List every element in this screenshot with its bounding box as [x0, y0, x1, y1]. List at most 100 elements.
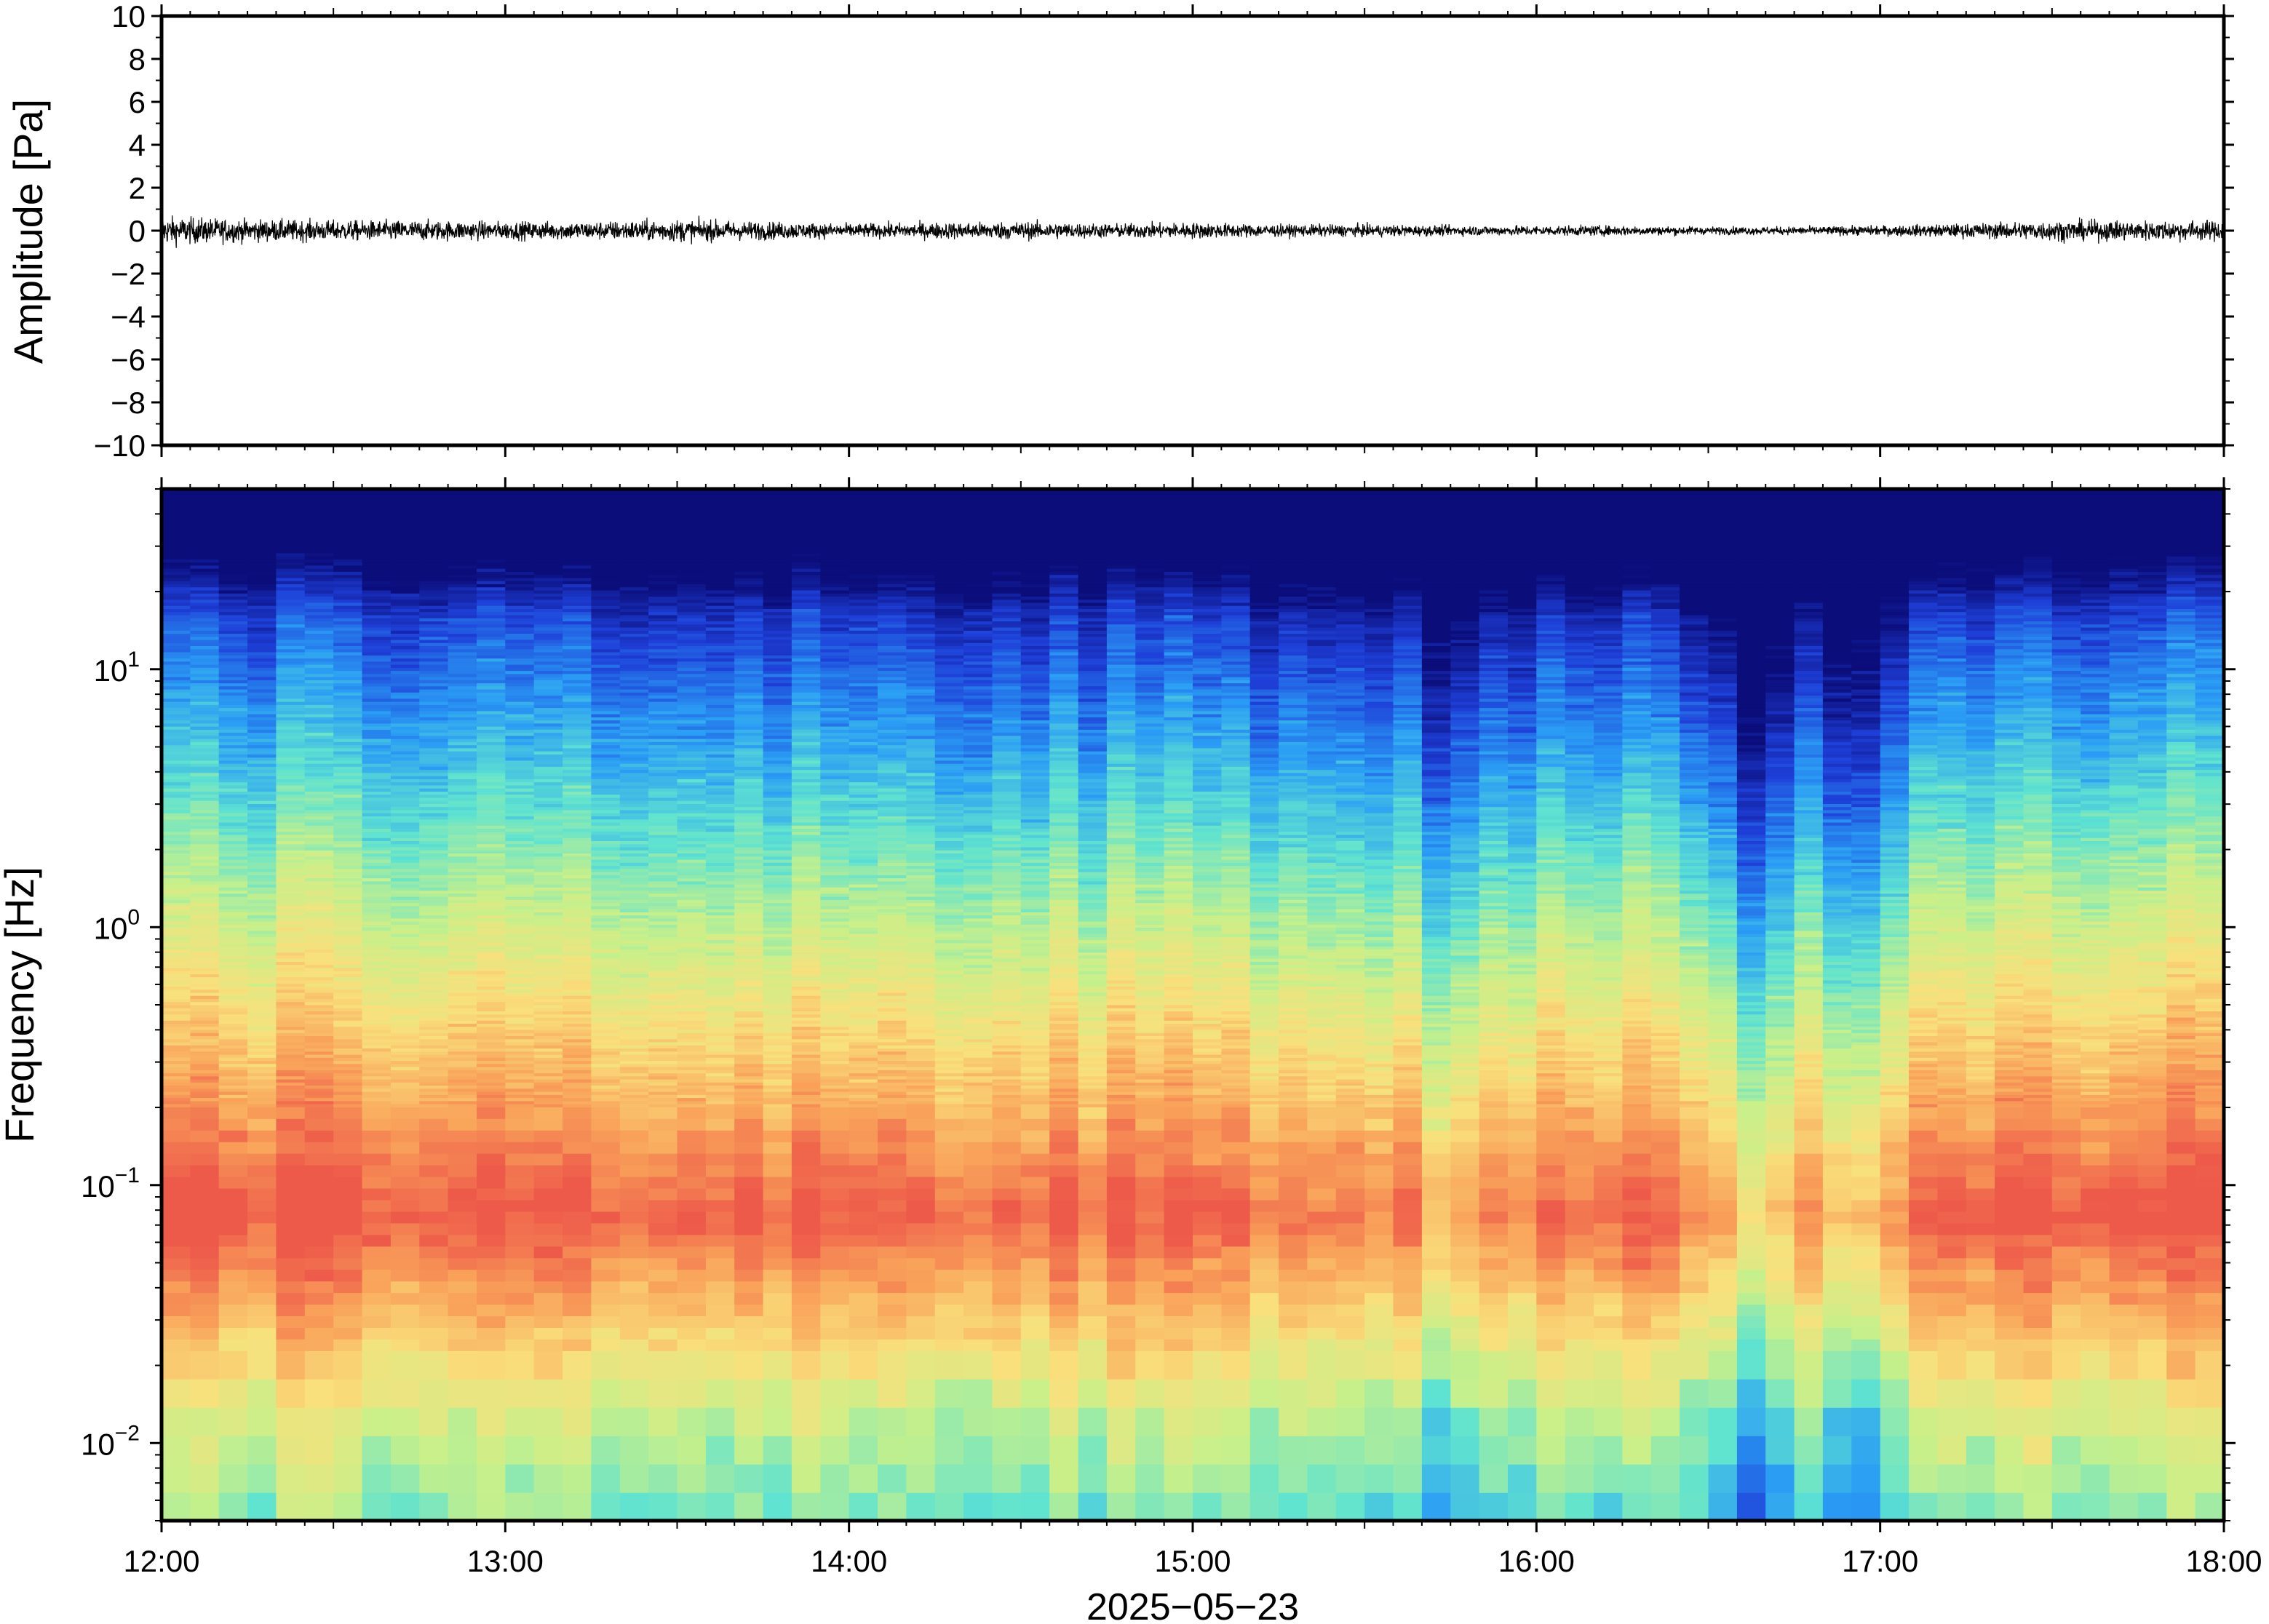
- spectrogram-cell: [190, 1257, 220, 1270]
- spectrogram-cell: [190, 982, 220, 987]
- spectrogram-cell: [505, 1379, 535, 1408]
- spectrogram-cell: [419, 1141, 449, 1154]
- spectrogram-cell: [419, 1118, 449, 1131]
- spectrogram-cell: [648, 1211, 678, 1224]
- spectrogram-cell: [563, 1222, 592, 1235]
- spectrogram-cell: [162, 902, 191, 907]
- spectrogram-cell: [734, 1211, 764, 1224]
- spectrogram-cell: [162, 589, 191, 594]
- spectrogram-cell: [505, 1246, 535, 1259]
- spectrogram-cell: [162, 979, 191, 984]
- spectrogram-cell: [648, 1246, 678, 1259]
- spectrogram-cell: [505, 1153, 535, 1166]
- waveform-y-axis-label: Amplitude [Pa]: [5, 99, 51, 364]
- spectrogram-cell: [677, 1436, 707, 1465]
- spectrogram-cell: [190, 902, 220, 907]
- spectrogram-cell: [190, 1407, 220, 1436]
- spectrogram-cell: [705, 1164, 736, 1177]
- spectrogram-cell: [190, 784, 220, 789]
- spectrogram-cell: [162, 912, 191, 916]
- spectrogram-cell: [619, 1129, 649, 1142]
- spectrogram-cell: [190, 1038, 220, 1043]
- spectrogram-cell: [218, 1199, 248, 1212]
- spectrogram-cell: [333, 1281, 363, 1294]
- spectrogram-cell: [218, 1141, 248, 1154]
- spectrogram-cell: [190, 970, 220, 974]
- spectrogram-cell: [390, 1436, 421, 1465]
- spectrogram-cell: [648, 1339, 678, 1351]
- spectrogram-cell: [162, 998, 191, 1003]
- spectrogram-cell: [190, 1044, 220, 1048]
- spectrogram-cell: [190, 1327, 220, 1340]
- spectrogram-cell: [362, 1141, 392, 1154]
- spectrogram-cell: [505, 1339, 535, 1351]
- spectrogram-cell: [190, 1057, 220, 1062]
- spectrogram-cell: [190, 769, 220, 773]
- spectrogram-cell: [448, 1327, 477, 1340]
- spectrogram-cell: [247, 1187, 277, 1201]
- spectrogram-cell: [533, 1327, 563, 1340]
- spectrogram-cell: [763, 1315, 792, 1328]
- spectrogram-cell: [162, 1246, 191, 1259]
- spectrogram-cell: [162, 490, 191, 495]
- spectrogram-cell: [276, 1269, 306, 1282]
- spectrogram-cell: [162, 961, 191, 966]
- spectrogram-cell: [162, 824, 191, 829]
- spectrogram-cell: [162, 654, 191, 658]
- spectrogram-cell: [705, 1118, 736, 1131]
- spectrogram-cell: [162, 1019, 191, 1024]
- spectrogram-cell: [190, 1118, 220, 1131]
- spectrogram-cell: [362, 1407, 392, 1436]
- spectrogram-cell: [619, 1464, 649, 1493]
- spectrogram-cell: [448, 1281, 477, 1294]
- spectrogram-cell: [162, 1070, 191, 1074]
- spectrogram-cell: [190, 945, 220, 950]
- spectrogram-cell: [505, 1492, 535, 1521]
- spectrogram-cell: [190, 824, 220, 829]
- spectrogram-cell: [705, 1492, 736, 1521]
- spectrogram-cell: [162, 1041, 191, 1046]
- spectrogram-cell: [333, 1164, 363, 1177]
- spectrogram-cell: [162, 1011, 191, 1015]
- spectrogram-cell: [162, 685, 191, 690]
- spectrogram-cell: [218, 1176, 248, 1189]
- spectrogram-cell: [162, 555, 191, 560]
- spectrogram-cell: [190, 952, 220, 956]
- spectrogram-cell: [162, 821, 191, 826]
- spectrogram-cell: [162, 1118, 191, 1131]
- spectrogram-cell: [362, 1246, 392, 1259]
- spectrogram-cell: [763, 1464, 792, 1493]
- spectrogram-cell: [276, 1164, 306, 1177]
- spectrogram-cell: [591, 1464, 621, 1493]
- spectrogram-cell: [448, 1464, 477, 1493]
- spectrogram-cell: [705, 1339, 736, 1351]
- spectrogram-cell: [677, 1164, 707, 1177]
- spectrogram-cell: [563, 1176, 592, 1189]
- spectrogram-cell: [362, 1436, 392, 1465]
- spectrogram-cell: [162, 710, 191, 715]
- spectrogram-cell: [705, 1129, 736, 1142]
- spectrogram-cell: [591, 1327, 621, 1340]
- spectrogram-cell: [304, 1141, 334, 1154]
- spectrogram-cell: [162, 626, 191, 631]
- spectrogram-cell: [533, 1222, 563, 1235]
- spectrogram-cell: [162, 1407, 191, 1436]
- spectrogram-cell: [190, 1164, 220, 1177]
- spectrogram-cell: [705, 1187, 736, 1201]
- spectrogram-cell: [705, 1304, 736, 1316]
- spectrogram-cell: [619, 1187, 649, 1201]
- spectrogram-cell: [563, 1350, 592, 1380]
- spectrogram-cell: [190, 1029, 220, 1033]
- spectrogram-cell: [190, 927, 220, 931]
- spectrogram-cell: [448, 1269, 477, 1282]
- spectrogram-cell: [247, 1492, 277, 1521]
- spectrogram-cell: [648, 1492, 678, 1521]
- spectrogram-cell: [333, 1407, 363, 1436]
- spectrogram-cell: [162, 701, 191, 705]
- spectrogram-cell: [162, 769, 191, 773]
- spectrogram-cell: [591, 1492, 621, 1521]
- spectrogram-cell: [162, 974, 191, 978]
- spectrogram-cell: [218, 1211, 248, 1224]
- spectrogram-cell: [591, 1199, 621, 1212]
- spectrogram-cell: [419, 1315, 449, 1328]
